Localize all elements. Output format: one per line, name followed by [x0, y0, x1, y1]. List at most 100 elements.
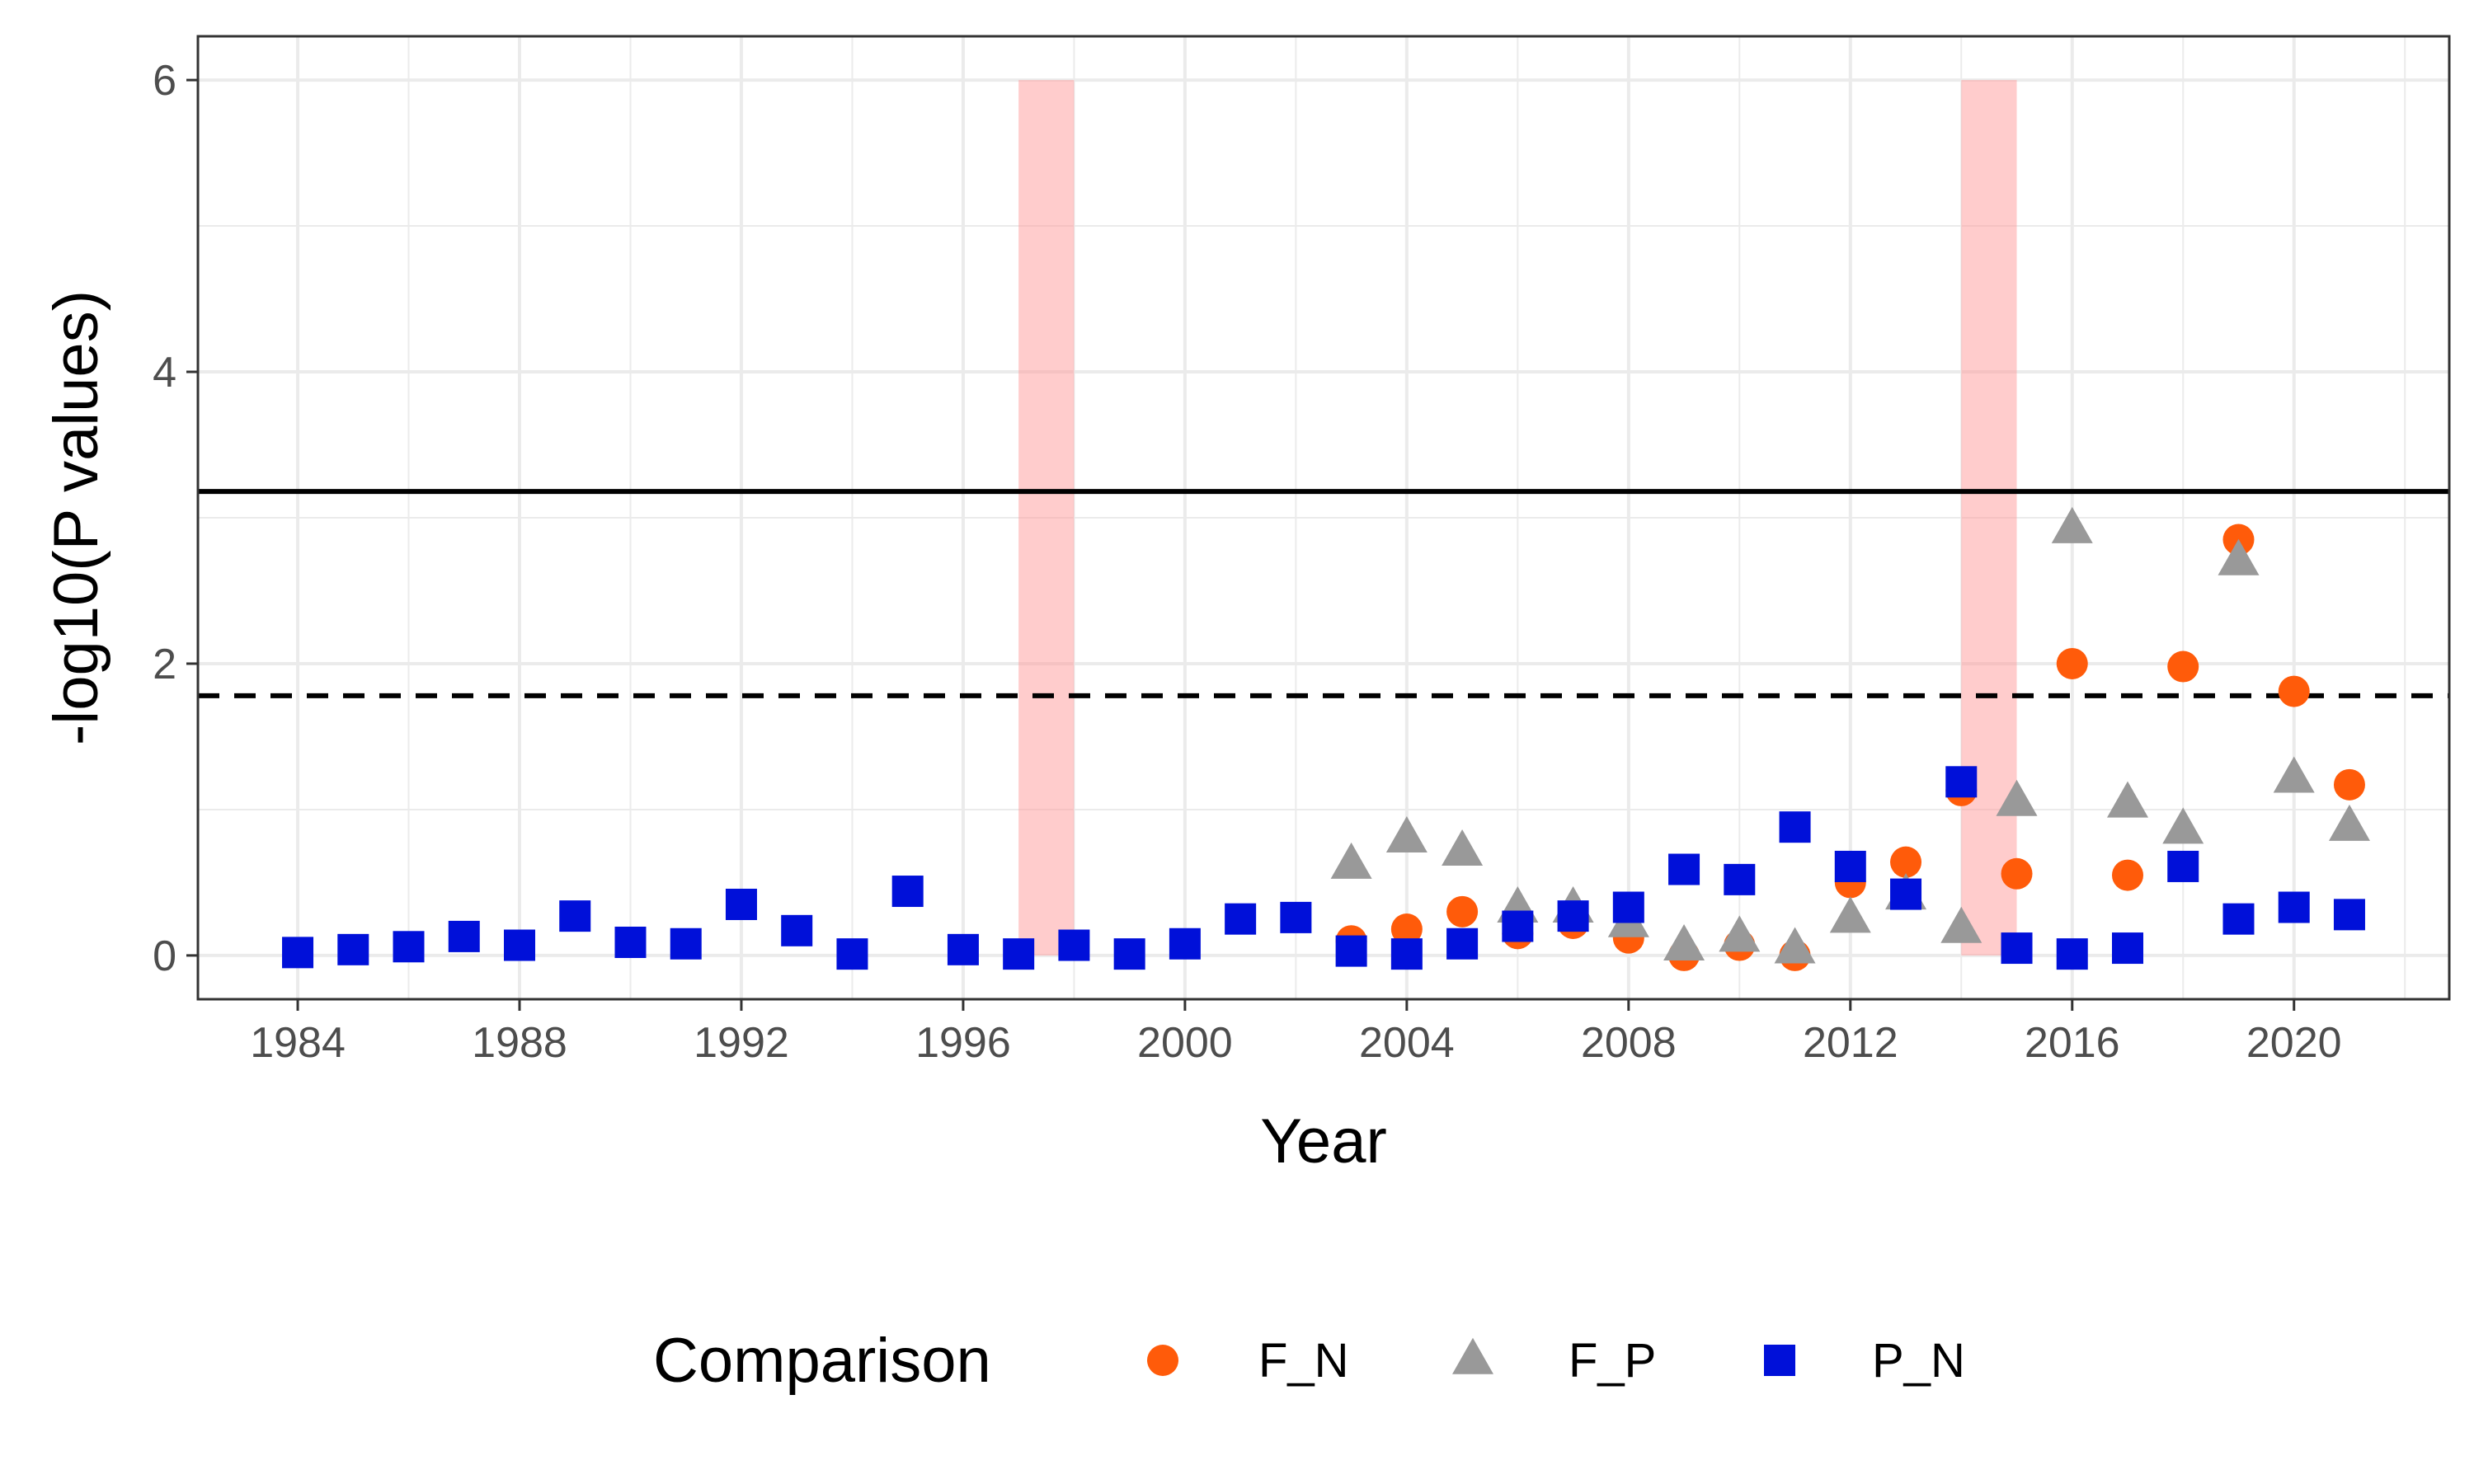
legend-label: F_N — [1258, 1334, 1349, 1388]
legend-key-p-n: P_N — [1764, 1334, 1965, 1388]
highlight-band — [1961, 80, 2017, 956]
data-point-circle — [1446, 895, 1479, 928]
data-point-circle — [2278, 675, 2310, 707]
data-point-triangle — [2328, 804, 2370, 841]
x-tick-label: 2020 — [2246, 1019, 2342, 1067]
data-point-triangle — [1719, 915, 1761, 952]
data-point-square — [559, 900, 591, 932]
data-point-circle — [2112, 859, 2143, 891]
y-axis-title: -log10(P values) — [41, 290, 111, 745]
y-tick-label: 2 — [153, 641, 176, 688]
x-tick-label: 2004 — [1359, 1019, 1455, 1067]
data-point-square — [504, 929, 535, 961]
y-tick-label: 4 — [153, 349, 176, 397]
legend: F_N F_P P_N — [1147, 1334, 1965, 1388]
x-tick-label: 2000 — [1137, 1019, 1233, 1067]
data-point-triangle — [2273, 756, 2315, 793]
data-point-square — [947, 933, 979, 965]
data-point-triangle — [2107, 781, 2148, 818]
data-point-square — [1335, 935, 1367, 967]
legend-label: F_P — [1569, 1334, 1656, 1388]
data-point-square — [2112, 932, 2143, 965]
legend-title: Comparison — [653, 1326, 991, 1396]
x-tick-label: 2016 — [2025, 1019, 2120, 1067]
data-point-square — [1446, 928, 1479, 960]
x-tick-label: 2008 — [1581, 1019, 1677, 1067]
y-tick-label: 0 — [153, 932, 176, 980]
data-point-square — [2333, 899, 2365, 931]
data-points — [282, 506, 2370, 971]
legend-label: P_N — [1872, 1334, 1965, 1388]
data-point-square — [1280, 901, 1312, 933]
series-p-n — [282, 766, 2365, 970]
data-point-square — [781, 914, 813, 946]
data-point-square — [1169, 928, 1201, 960]
data-point-square — [1557, 900, 1589, 932]
data-point-triangle — [2218, 538, 2260, 575]
data-point-circle — [2333, 768, 2365, 801]
data-point-square — [282, 937, 314, 969]
data-point-square — [2222, 903, 2255, 935]
x-tick-label: 1988 — [472, 1019, 567, 1067]
data-point-triangle — [1829, 896, 1871, 933]
data-point-square — [725, 888, 757, 920]
x-tick-label: 2012 — [1803, 1019, 1898, 1067]
data-point-triangle — [2051, 506, 2093, 543]
data-point-triangle — [1996, 779, 2038, 816]
data-point-square — [448, 920, 480, 952]
legend-marker-square — [1764, 1345, 1795, 1376]
highlight-bands — [1018, 80, 2017, 956]
highlight-band — [1018, 80, 1075, 956]
data-point-circle — [2056, 647, 2088, 679]
x-tick-label: 1996 — [915, 1019, 1011, 1067]
data-point-square — [1834, 850, 1866, 882]
data-point-square — [614, 926, 647, 958]
data-point-triangle — [2162, 807, 2204, 844]
data-point-triangle — [1663, 924, 1705, 961]
data-point-triangle — [1442, 829, 1484, 866]
data-point-circle — [1390, 913, 1423, 946]
data-point-square — [1668, 853, 1700, 885]
data-point-square — [1724, 863, 1756, 895]
data-point-square — [1003, 938, 1035, 970]
x-axis-title: Year — [1260, 1106, 1387, 1176]
data-point-triangle — [1330, 842, 1372, 879]
data-point-square — [2278, 891, 2310, 923]
data-point-square — [393, 931, 425, 963]
y-tick-label: 6 — [153, 57, 176, 105]
data-point-circle — [1890, 846, 1922, 878]
legend-key-f-n: F_N — [1147, 1334, 1349, 1388]
data-point-square — [2167, 850, 2199, 882]
grid — [198, 36, 2449, 999]
data-point-square — [2001, 932, 2033, 965]
data-point-square — [1502, 910, 1534, 942]
data-point-triangle — [1774, 927, 1816, 964]
legend-key-f-p: F_P — [1452, 1334, 1656, 1388]
data-point-square — [337, 933, 369, 965]
x-tick-label: 1992 — [694, 1019, 789, 1067]
data-point-square — [1058, 929, 1090, 961]
data-point-square — [891, 876, 924, 908]
axis-ticks: 1984 1988 1992 1996 2000 2004 2008 2012 2016 2020… — [153, 57, 2341, 1067]
data-point-square — [1612, 891, 1644, 923]
data-point-circle — [2001, 857, 2033, 890]
reference-lines — [198, 489, 2449, 698]
data-point-square — [1225, 903, 1257, 935]
panel-frame — [196, 35, 2451, 1001]
data-point-square — [670, 928, 702, 960]
data-point-square — [2056, 938, 2088, 970]
x-tick-label: 1984 — [250, 1019, 346, 1067]
data-point-triangle — [1940, 906, 1982, 943]
data-point-square — [1390, 938, 1423, 970]
data-point-square — [1890, 878, 1922, 910]
legend-marker-circle — [1147, 1345, 1178, 1376]
data-point-square — [1113, 938, 1145, 970]
legend-marker-triangle — [1452, 1337, 1493, 1374]
panel-border — [196, 35, 2451, 1001]
data-point-triangle — [1385, 816, 1427, 853]
data-point-circle — [2167, 650, 2199, 683]
data-point-square — [836, 938, 868, 970]
data-point-square — [1945, 766, 1978, 798]
